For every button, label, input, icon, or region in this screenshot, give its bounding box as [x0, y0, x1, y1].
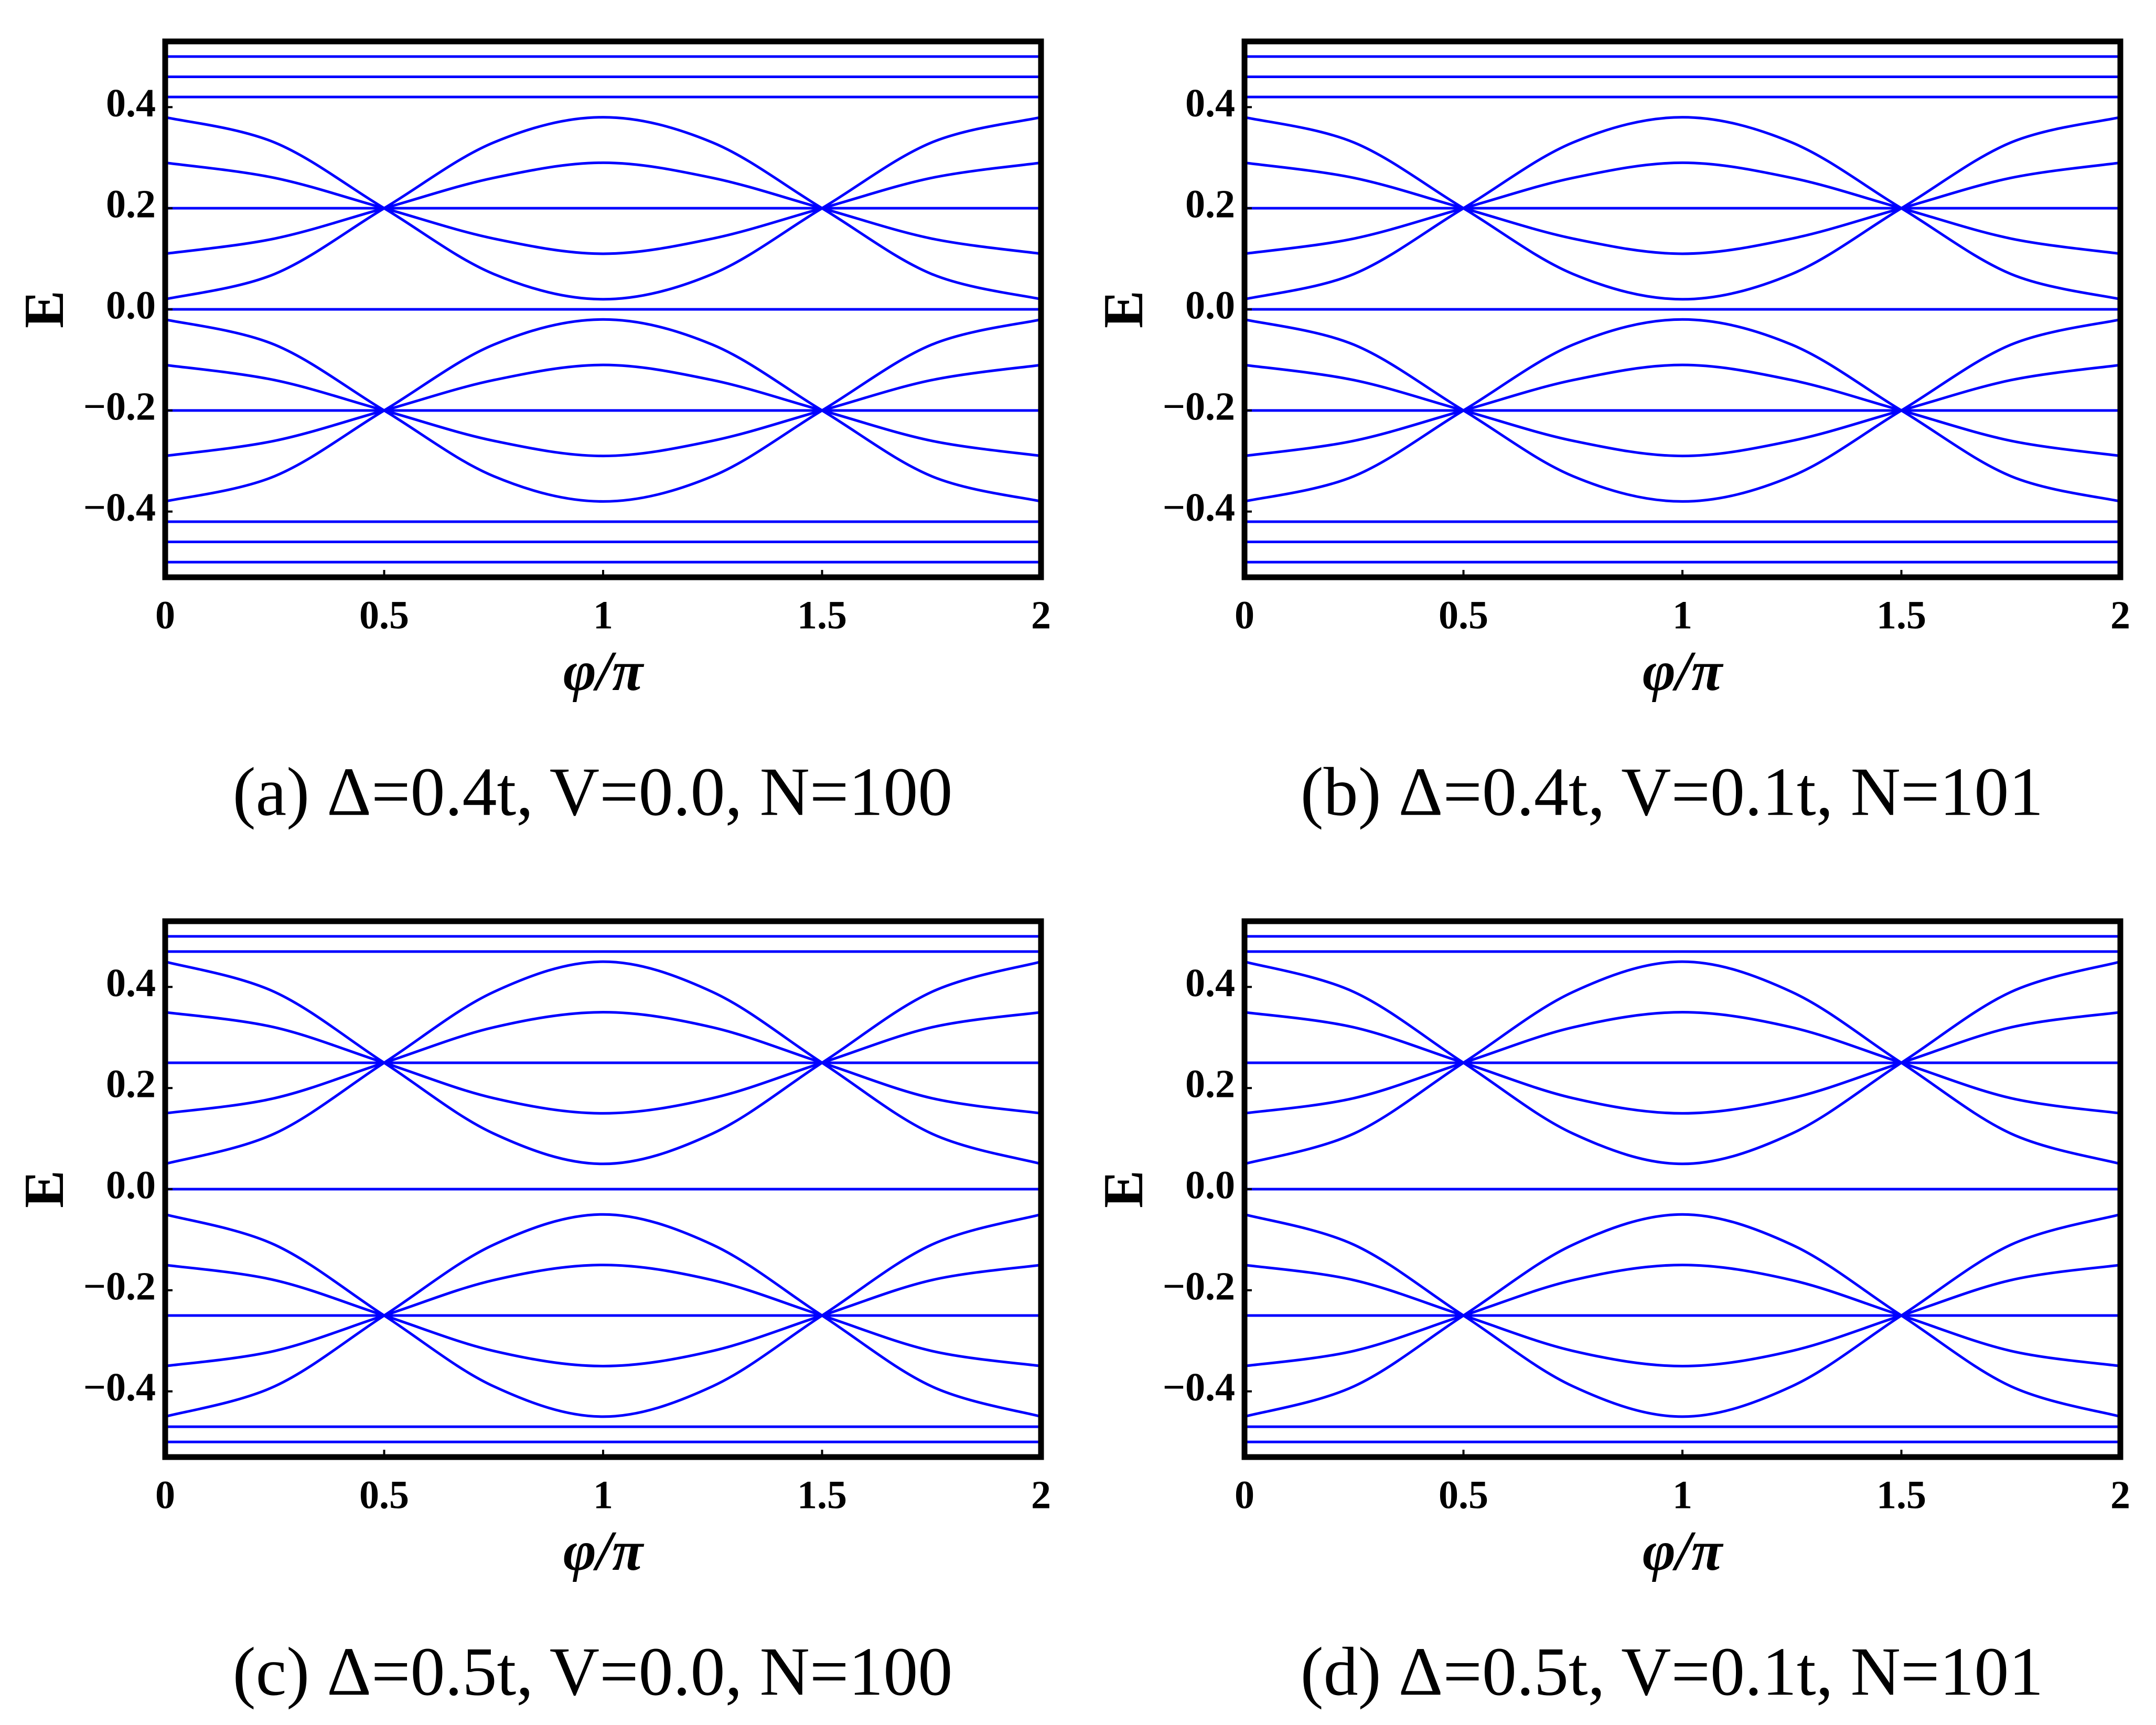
x-tick-label: 0 [155, 1473, 175, 1517]
y-tick-label: −0.4 [1163, 486, 1235, 530]
plot-area [1245, 935, 2120, 1443]
y-axis-label: E [13, 290, 76, 328]
caption: (b) Δ=0.4t, V=0.1t, N=101 [1301, 753, 2044, 830]
energy-level [165, 1011, 1041, 1115]
energy-level [1245, 960, 2120, 1166]
energy-level [1245, 1264, 2120, 1367]
y-tick-label: −0.4 [83, 1365, 156, 1409]
x-axis-label: φ/π [563, 640, 645, 703]
plot-area [165, 935, 1041, 1443]
energy-level [165, 1011, 1041, 1115]
y-tick-label: −0.2 [1163, 384, 1235, 428]
energy-level [1245, 1264, 2120, 1367]
caption: (a) Δ=0.4t, V=0.0, N=100 [233, 753, 953, 830]
y-tick-label: 0.0 [1185, 1163, 1235, 1207]
x-tick-label: 2 [1031, 593, 1051, 637]
y-axis-label: E [1092, 290, 1155, 328]
x-tick-label: 1 [593, 593, 613, 637]
x-tick-label: 2 [2110, 593, 2130, 637]
energy-level [1245, 1213, 2120, 1418]
energy-level [165, 318, 1041, 503]
x-tick-label: 0.5 [359, 593, 409, 637]
x-axis-label: φ/π [1643, 640, 1724, 703]
x-axis-label: φ/π [563, 1520, 645, 1582]
x-tick-label: 1 [1672, 1473, 1692, 1517]
plot-area [1245, 55, 2120, 564]
x-tick-label: 2 [2110, 1473, 2130, 1517]
x-tick-label: 1.5 [1876, 1473, 1926, 1517]
plot-area [165, 55, 1041, 564]
y-tick-label: 0.2 [1185, 182, 1235, 227]
panel: −0.4 −0.2 0.0 0.2 0.4 0 0.5 1 1.5 2 φ/π E (a) Δ=0.4t… [13, 38, 1051, 830]
energy-level [1245, 161, 2120, 255]
x-tick-label: 1.5 [797, 1473, 847, 1517]
energy-level [165, 318, 1041, 503]
energy-level [1245, 318, 2120, 503]
energy-level [1245, 116, 2120, 301]
x-tick-label: 1 [593, 1473, 613, 1517]
x-tick-label: 2 [1031, 1473, 1051, 1517]
energy-level [165, 1213, 1041, 1418]
y-tick-label: 0.2 [106, 182, 156, 227]
x-tick-label: 0 [155, 593, 175, 637]
x-tick-label: 0 [1235, 1473, 1254, 1517]
x-tick-label: 1.5 [797, 593, 847, 637]
energy-level [165, 960, 1041, 1166]
y-tick-label: 0.0 [106, 283, 156, 327]
y-tick-label: 0.2 [1185, 1062, 1235, 1106]
panel: −0.4 −0.2 0.0 0.2 0.4 0 0.5 1 1.5 2 φ/π E (b) Δ=0.4t… [1092, 38, 2130, 830]
y-tick-label: −0.4 [83, 486, 156, 530]
energy-level [1245, 318, 2120, 503]
energy-level [1245, 960, 2120, 1166]
y-tick-label: 0.0 [1185, 283, 1235, 327]
energy-level [165, 960, 1041, 1166]
y-axis-label: E [13, 1170, 76, 1208]
y-tick-label: −0.2 [83, 384, 156, 428]
energy-level [165, 1264, 1041, 1367]
panel: −0.4 −0.2 0.0 0.2 0.4 0 0.5 1 1.5 2 φ/π E (d) Δ=0.5t… [1092, 918, 2130, 1710]
energy-level [1245, 1213, 2120, 1418]
energy-level [1245, 161, 2120, 255]
x-tick-label: 1 [1672, 593, 1692, 637]
x-tick-label: 0.5 [1439, 1473, 1488, 1517]
x-axis-label: φ/π [1643, 1520, 1724, 1582]
energy-level [1245, 363, 2120, 458]
y-tick-label: −0.2 [83, 1264, 156, 1308]
y-tick-label: 0.4 [1185, 961, 1235, 1005]
y-tick-label: 0.4 [1185, 81, 1235, 125]
energy-level [1245, 1011, 2120, 1115]
panel: −0.4 −0.2 0.0 0.2 0.4 0 0.5 1 1.5 2 φ/π E (c) Δ=0.5t… [13, 918, 1051, 1710]
energy-level [165, 116, 1041, 301]
energy-level [165, 161, 1041, 255]
energy-level [1245, 116, 2120, 301]
x-tick-label: 1.5 [1876, 593, 1926, 637]
y-tick-label: 0.2 [106, 1062, 156, 1106]
y-tick-label: 0.0 [106, 1163, 156, 1207]
energy-level [1245, 363, 2120, 458]
y-tick-label: −0.2 [1163, 1264, 1235, 1308]
y-axis-label: E [1092, 1170, 1155, 1208]
y-tick-label: −0.4 [1163, 1365, 1235, 1409]
energy-level [165, 363, 1041, 458]
energy-level [165, 1264, 1041, 1367]
y-tick-label: 0.4 [106, 81, 156, 125]
x-tick-label: 0.5 [1439, 593, 1488, 637]
energy-level [165, 116, 1041, 301]
x-tick-label: 0 [1235, 593, 1254, 637]
energy-level [165, 363, 1041, 458]
caption: (c) Δ=0.5t, V=0.0, N=100 [233, 1633, 953, 1710]
x-tick-label: 0.5 [359, 1473, 409, 1517]
y-tick-label: 0.4 [106, 961, 156, 1005]
energy-level [1245, 1011, 2120, 1115]
energy-level [165, 1213, 1041, 1418]
energy-level [165, 161, 1041, 255]
caption: (d) Δ=0.5t, V=0.1t, N=101 [1301, 1633, 2044, 1710]
